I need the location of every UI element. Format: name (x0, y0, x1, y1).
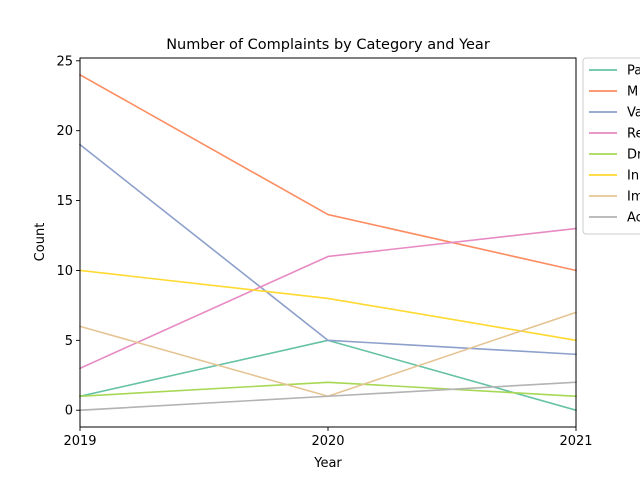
x-axis: 2019 2020 2021 (63, 427, 593, 449)
x-tick-label: 2021 (559, 434, 592, 449)
legend-label-im: Im (627, 190, 640, 205)
legend-label-m: M (627, 85, 638, 100)
x-axis-label: Year (313, 456, 342, 471)
series-line-m (78, 73, 577, 272)
series-line-re (78, 227, 577, 370)
legend-label-pa: Pa (627, 64, 640, 79)
series-line-in (79, 269, 577, 342)
legend-label-va: Va (627, 106, 640, 121)
series-line-va (78, 143, 577, 356)
y-tick-label: 0 (65, 404, 73, 419)
series-line-ac (79, 381, 577, 412)
legend[interactable]: Pa M Va Re Dr In Im Ac (582, 57, 640, 235)
series-line-dr (79, 381, 577, 398)
chart-title: Number of Complaints by Category and Yea… (166, 37, 490, 53)
x-tick-label: 2019 (63, 434, 96, 449)
legend-label-in: In (627, 169, 639, 184)
y-tick-label: 15 (56, 194, 73, 209)
y-tick-label: 5 (65, 334, 73, 349)
y-tick-label: 10 (56, 264, 73, 279)
y-tick-label: 25 (56, 54, 73, 69)
y-axis: 0 5 10 15 20 25 (56, 54, 80, 419)
legend-label-dr: Dr (627, 148, 640, 163)
y-tick-label: 20 (56, 124, 73, 139)
y-axis-label: Count (33, 223, 48, 262)
legend-box (582, 57, 640, 235)
legend-label-ac: Ac (627, 211, 640, 226)
series-layer (78, 73, 578, 412)
legend-label-re: Re (627, 127, 640, 142)
x-tick-label: 2020 (311, 434, 344, 449)
